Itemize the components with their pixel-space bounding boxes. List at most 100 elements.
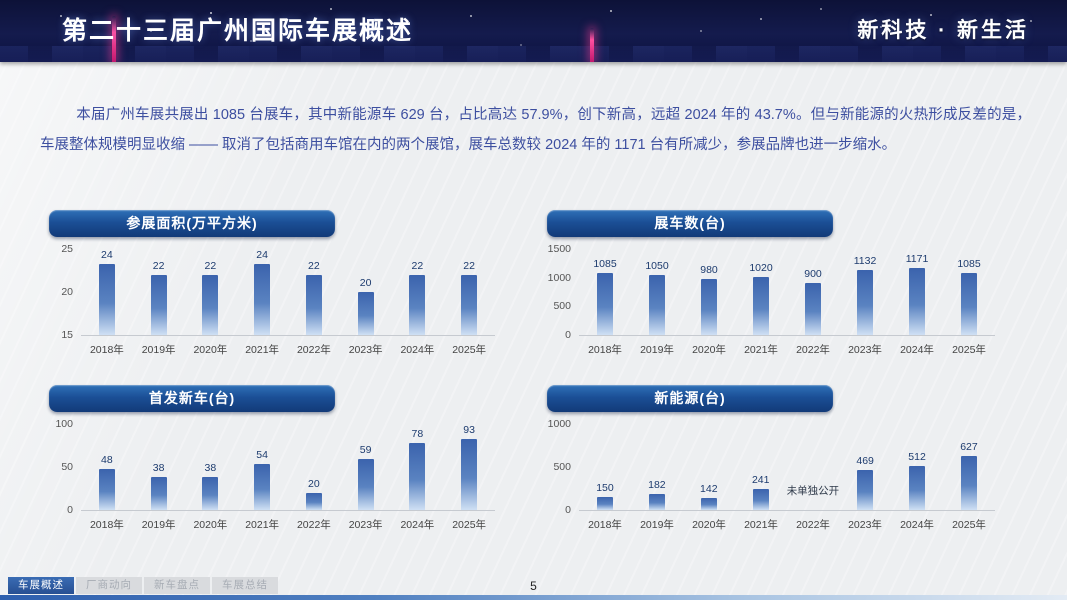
bar-column: 900 [787,249,839,335]
bar [357,459,374,510]
y-axis-tick: 1500 [547,243,571,255]
tower-decoration [112,16,116,62]
bar-value-label: 22 [411,259,424,272]
y-axis: 15 20 25 [49,243,81,341]
tab-overview[interactable]: 车展概述 [8,577,74,594]
x-axis-label: 2020年 [692,519,726,531]
chart-card-exhibition-area: 参展面积(万平方米) 15 20 25 24 22 22 24 22 20 22 22 2018年… [47,210,495,370]
y-axis-tick: 500 [553,300,571,313]
y-axis: 0 500 1000 [547,418,579,516]
bar-column: 1171 [891,249,943,335]
bar-value-label: 1171 [905,252,929,265]
bar-value-label: 142 [700,482,718,495]
x-axis-labels: 2018年 2019年 2020年 2021年 2022年 2023年 2024年 2025年 [81,517,495,532]
y-axis: 0 500 1000 1500 [547,243,579,341]
bar-column: 980 [683,249,735,335]
x-axis-label: 2023年 [348,344,383,356]
bar [805,283,821,335]
plot-area: 48 38 38 54 20 59 78 93 [81,424,495,511]
bar-column: 59 [340,424,392,510]
chart-main: 1085 1050 980 1020 900 1132 1171 1085 2018年 2019… [579,249,995,357]
bar [857,469,874,510]
bar-column: 1132 [839,249,891,335]
bar [461,439,478,510]
x-axis-label: 2022年 [796,519,830,531]
bar-column: 未单独公开 [787,424,840,510]
y-axis-tick: 20 [61,286,73,298]
bar-column: 150 [579,424,631,510]
bar-column: 20 [340,249,392,335]
x-axis-labels: 2018年 2019年 2020年 2021年 2022年 2023年 2024年 2025年 [579,517,995,532]
x-axis-label: 2020年 [193,519,228,531]
y-axis-tick: 0 [565,329,571,341]
tab-summary[interactable]: 车展总结 [212,577,278,594]
x-axis-label: 2019年 [640,519,674,531]
bar-value-label: 38 [204,462,217,475]
bar [98,264,115,335]
intro-paragraph: 本届广州车展共展出 1085 台展车，其中新能源车 629 台，占比高达 57.… [40,107,1031,153]
x-axis-label: 2024年 [900,344,934,356]
bar [909,267,925,335]
bar-column: 22 [288,249,340,335]
bar [305,274,322,335]
bar-column: 1085 [579,249,631,335]
stars-decoration [0,0,2,2]
bar-column: 54 [236,424,288,510]
bar-value-label: 469 [856,454,874,467]
bar-value-label: 22 [152,259,165,272]
bar-column: 24 [236,249,288,335]
bar-value-label: 512 [908,450,926,463]
bar-column: 627 [943,424,995,510]
bar-column: 469 [839,424,891,510]
bar-value-label: 980 [700,263,718,276]
x-axis-label: 2025年 [452,519,487,531]
bar [461,274,478,335]
plot-area: 24 22 22 24 22 20 22 22 [81,249,495,336]
x-axis-label: 2021年 [245,344,280,356]
y-axis-tick: 25 [61,243,73,255]
bar-column: 78 [392,424,444,510]
bar-column: 22 [185,249,237,335]
bar [700,497,717,510]
y-axis-tick: 1000 [547,418,571,430]
x-axis-label: 2023年 [848,519,882,531]
x-axis-label: 2022年 [796,344,830,356]
bar-column: 1085 [943,249,995,335]
bar [649,274,665,335]
bar-value-label: 48 [101,453,113,466]
plot-area: 150 182 142 241 未单独公开 469 512 627 [579,424,995,511]
x-axis-label: 2020年 [193,344,228,356]
bar-chart: 0 50 100 48 38 38 54 20 59 78 93 2018年 2019年 2020年 2… [47,418,495,532]
y-axis-tick: 0 [67,504,73,516]
page-title: 第二十三届广州国际车展概述 [62,17,414,45]
bar-chart: 0 500 1000 1500 1085 1050 980 1020 900 1132 1171 1… [545,243,995,357]
bar-value-label: 1132 [853,255,877,268]
bar [701,278,717,335]
bar [202,477,219,510]
bar [960,456,977,510]
bar-value-label: 22 [308,259,320,272]
x-axis-label: 2020年 [692,344,726,356]
bar-chart: 0 500 1000 150 182 142 241 未单独公开 469 512 627 2018… [545,418,995,532]
bar-value-label: 38 [152,462,165,475]
chart-title-banner: 参展面积(万平方米) [49,210,335,237]
x-axis-label: 2023年 [848,344,882,356]
chart-title-banner: 首发新车(台) [49,385,335,412]
y-axis-tick: 0 [565,504,571,516]
bar-column: 24 [81,249,133,335]
bar-value-label: 22 [463,259,475,272]
chart-card-new-energy: 新能源(台) 0 500 1000 150 182 142 241 未单独公开 469 512 6… [545,385,995,545]
tab-new-cars[interactable]: 新车盘点 [144,577,210,594]
bar-column: 93 [443,424,495,510]
x-axis-label: 2025年 [952,344,986,356]
plot-area: 1085 1050 980 1020 900 1132 1171 1085 [579,249,995,336]
bar-value-label: 1050 [645,259,669,272]
bar-column: 38 [185,424,237,510]
x-axis-label: 2023年 [348,519,383,531]
tab-manufacturers[interactable]: 厂商动向 [76,577,142,594]
bar-value-label: 54 [256,448,268,461]
bar-column: 142 [683,424,735,510]
x-axis-labels: 2018年 2019年 2020年 2021年 2022年 2023年 2024年 2025年 [81,342,495,357]
x-axis-label: 2024年 [900,519,934,531]
